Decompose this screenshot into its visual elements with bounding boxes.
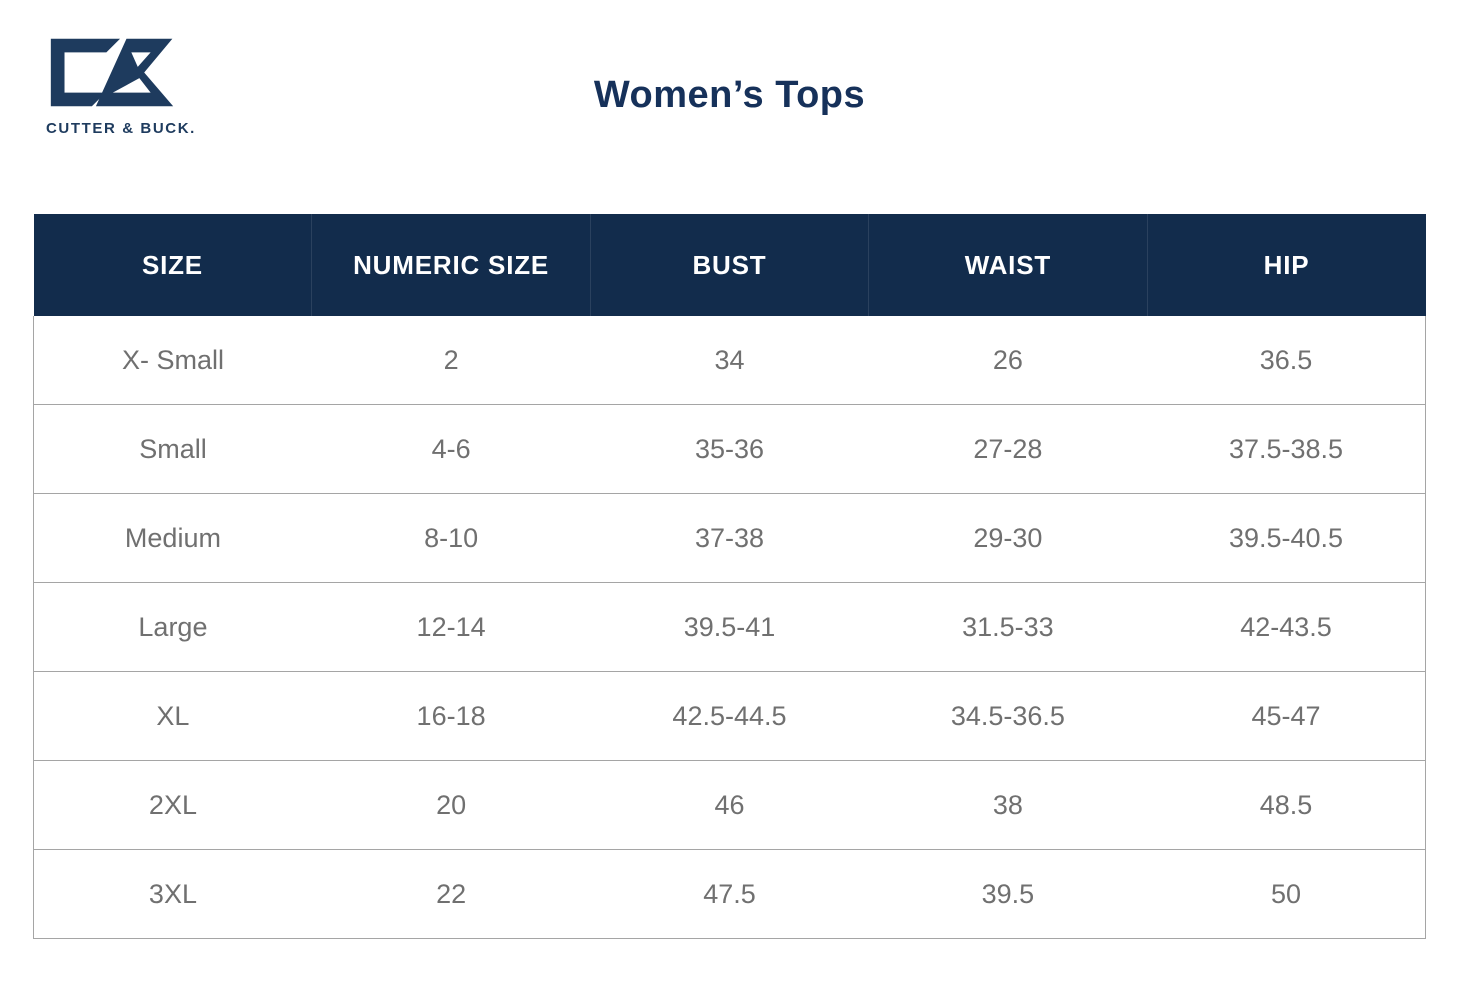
table-cell-bust: 39.5-41 (590, 582, 869, 672)
table-cell-size: 3XL (32, 849, 312, 939)
size-chart-table: SIZE NUMERIC SIZE BUST WAIST HIP X- Small 2 34… (32, 214, 1427, 939)
table-cell-numeric-size: 16-18 (311, 671, 591, 761)
table-cell-waist: 26 (868, 316, 1148, 405)
cb-monogram-icon (50, 38, 174, 107)
table-header-row: SIZE NUMERIC SIZE BUST WAIST HIP (33, 214, 1426, 316)
table-row: 3XL 22 47.5 39.5 50 (32, 849, 1427, 939)
table-cell-hip: 50 (1147, 849, 1427, 939)
column-header-size: SIZE (33, 214, 313, 316)
column-header-bust: BUST (590, 214, 870, 316)
table-cell-hip: 45-47 (1147, 671, 1427, 761)
table-cell-numeric-size: 20 (311, 760, 591, 850)
table-cell-waist: 38 (868, 760, 1148, 850)
table-cell-size: Medium (32, 493, 312, 583)
table-row: 2XL 20 46 38 48.5 (32, 760, 1427, 850)
page-title: Women’s Tops (593, 74, 866, 116)
table-row: X- Small 2 34 26 36.5 (32, 316, 1427, 405)
column-header-waist: WAIST (868, 214, 1148, 316)
logo-wordmark: CUTTER & BUCK. (46, 120, 196, 137)
table-cell-bust: 46 (590, 760, 869, 850)
table-cell-size: 2XL (32, 760, 312, 850)
table-cell-hip: 39.5-40.5 (1147, 493, 1427, 583)
table-cell-hip: 36.5 (1147, 316, 1427, 405)
table-row: XL 16-18 42.5-44.5 34.5-36.5 45-47 (32, 671, 1427, 761)
table-cell-numeric-size: 4-6 (311, 404, 591, 494)
table-cell-numeric-size: 22 (311, 849, 591, 939)
table-cell-bust: 34 (590, 316, 869, 405)
table-cell-hip: 42-43.5 (1147, 582, 1427, 672)
table-cell-waist: 31.5-33 (868, 582, 1148, 672)
table-cell-waist: 34.5-36.5 (868, 671, 1148, 761)
table-cell-bust: 37-38 (590, 493, 869, 583)
table-cell-numeric-size: 2 (311, 316, 591, 405)
table-cell-size: XL (32, 671, 312, 761)
column-header-hip: HIP (1147, 214, 1426, 316)
table-row: Medium 8-10 37-38 29-30 39.5-40.5 (32, 493, 1427, 583)
table-cell-waist: 27-28 (868, 404, 1148, 494)
cutter-buck-logo: CUTTER & BUCK. (46, 32, 206, 137)
table-cell-numeric-size: 8-10 (311, 493, 591, 583)
table-cell-hip: 37.5-38.5 (1147, 404, 1427, 494)
table-body: X- Small 2 34 26 36.5 Small 4-6 35-36 27-28 37.5-… (32, 316, 1427, 939)
table-header: SIZE NUMERIC SIZE BUST WAIST HIP (33, 214, 1426, 316)
table-cell-size: X- Small (32, 316, 312, 405)
table-cell-size: Large (32, 582, 312, 672)
table-cell-hip: 48.5 (1147, 760, 1427, 850)
table-cell-size: Small (32, 404, 312, 494)
table-cell-numeric-size: 12-14 (311, 582, 591, 672)
table-cell-waist: 39.5 (868, 849, 1148, 939)
table-row: Small 4-6 35-36 27-28 37.5-38.5 (32, 404, 1427, 494)
table-cell-bust: 35-36 (590, 404, 869, 494)
column-header-numeric-size: NUMERIC SIZE (311, 214, 591, 316)
table-cell-bust: 42.5-44.5 (590, 671, 869, 761)
table-cell-waist: 29-30 (868, 493, 1148, 583)
table-cell-bust: 47.5 (590, 849, 869, 939)
table-row: Large 12-14 39.5-41 31.5-33 42-43.5 (32, 582, 1427, 672)
